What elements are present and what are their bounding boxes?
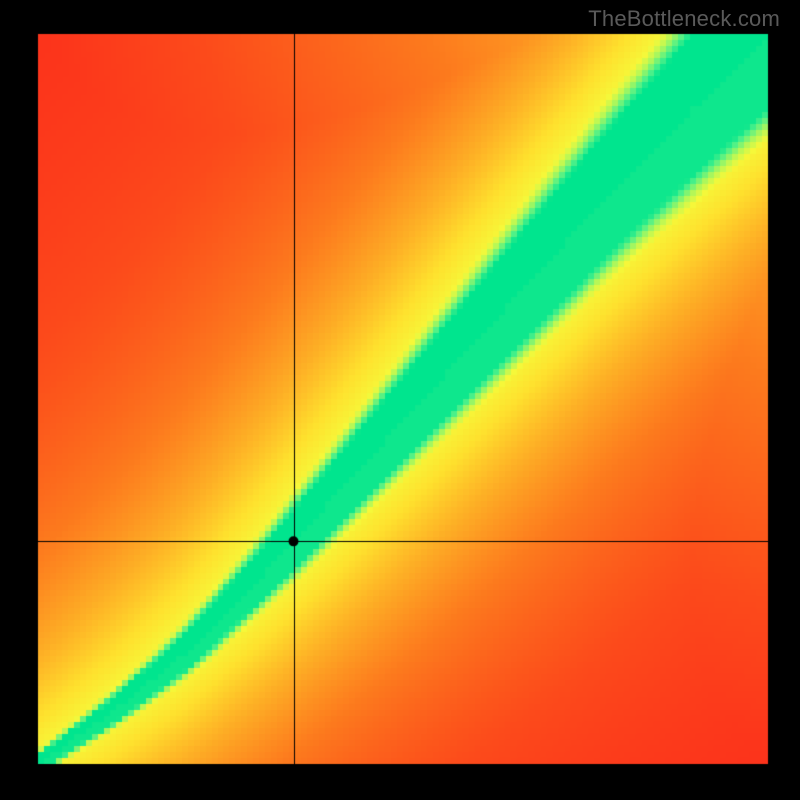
chart-container: TheBottleneck.com	[0, 0, 800, 800]
watermark-text: TheBottleneck.com	[588, 6, 780, 32]
bottleneck-heatmap-canvas	[0, 0, 800, 800]
